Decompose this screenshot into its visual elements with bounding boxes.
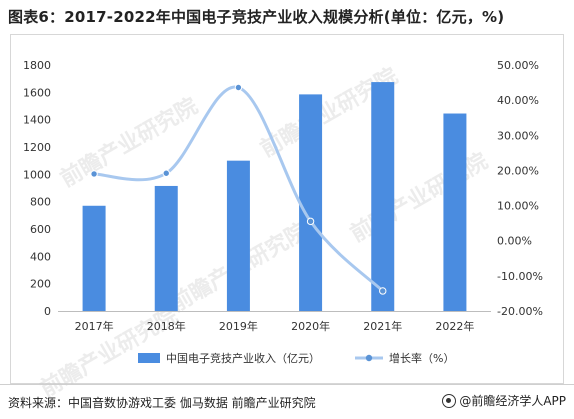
chart-title: 图表6：2017-2022年中国电子竞技产业收入规模分析(单位：亿元，%)	[8, 8, 505, 26]
bar	[82, 205, 106, 311]
y-left-tick-label: 200	[30, 278, 51, 291]
bar	[226, 160, 250, 311]
y-right-tick-label: 40.00%	[497, 94, 539, 107]
x-tick-label: 2021年	[363, 319, 402, 333]
x-tick-label: 2022年	[435, 319, 474, 333]
legend-bar-label: 中国电子竞技产业收入（亿元）	[166, 351, 320, 365]
chart-svg: 0 200 400 600 800 1000 1200 1400 1600 1800 -20.00%…	[23, 59, 543, 365]
bar	[154, 185, 178, 311]
y-right-tick-label: -20.00%	[497, 305, 543, 318]
chart-frame: 前瞻产业研究院 前瞻产业研究院 前瞻产业研究院 前瞻产业研究院 前瞻产业研究院 …	[10, 34, 564, 402]
y-left-tick-label: 1200	[23, 141, 51, 154]
growth-rate-point	[306, 217, 315, 226]
y-left-tick-label: 1000	[23, 168, 51, 181]
legend-line-label: 增长率（%）	[389, 351, 454, 365]
growth-rate-point	[162, 169, 170, 177]
legend-line-marker	[365, 354, 373, 362]
y-right-tick-label: 50.00%	[497, 59, 539, 72]
bar	[443, 113, 467, 312]
y-left-tick-label: 1600	[23, 86, 51, 99]
y-left-tick-label: 1400	[23, 114, 51, 127]
x-tick-label: 2017年	[75, 319, 114, 333]
source-note: 资料来源：中国音数协游戏工委 伽马数据 前瞻产业研究院	[8, 396, 316, 410]
y-left-tick-label: 0	[44, 305, 51, 318]
y-left-tick-label: 1800	[23, 59, 51, 72]
y-right-tick-label: 0.00%	[497, 235, 532, 248]
y-right-tick-label: 20.00%	[497, 164, 539, 177]
legend-bar-swatch	[138, 353, 160, 363]
y-left-tick-label: 800	[30, 196, 51, 209]
y-right-tick-label: 10.00%	[497, 200, 539, 213]
y-left-tick-label: 600	[30, 223, 51, 236]
growth-rate-point	[234, 83, 243, 92]
bar	[299, 94, 323, 311]
brand-label: @前瞻经济学人APP	[459, 394, 566, 408]
y-left-tick-label: 400	[30, 250, 51, 263]
footer: 资料来源：中国音数协游戏工委 伽马数据 前瞻产业研究院 @前瞻经济学人APP	[0, 384, 574, 419]
x-tick-label: 2020年	[291, 319, 330, 333]
x-tick-label: 2018年	[147, 319, 186, 333]
growth-rate-point	[379, 287, 387, 295]
brand: @前瞻经济学人APP	[442, 392, 566, 409]
x-tick-label: 2019年	[219, 319, 258, 333]
growth-rate-point	[90, 170, 98, 178]
brand-logo-icon	[442, 393, 457, 408]
y-right-tick-label: 30.00%	[497, 129, 539, 142]
y-right-tick-label: -10.00%	[497, 270, 543, 283]
bar	[371, 82, 395, 311]
